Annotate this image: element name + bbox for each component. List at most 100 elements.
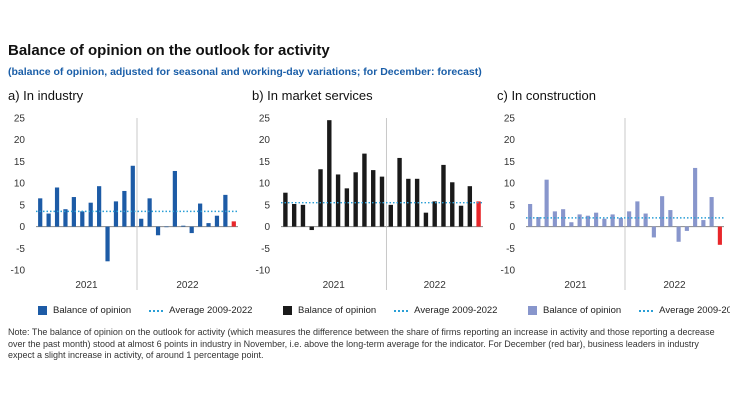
bar [344, 188, 350, 227]
y-tick-label: 20 [504, 135, 516, 146]
bar [139, 218, 144, 227]
bar [327, 120, 332, 227]
bar [63, 209, 68, 227]
bar [585, 215, 590, 227]
bar [450, 182, 455, 227]
x-year-label: 2022 [424, 280, 447, 291]
bar [80, 211, 85, 227]
bar [371, 170, 376, 227]
bar [635, 201, 640, 227]
bar [432, 201, 437, 227]
chart-title: Balance of opinion on the outlook for ac… [8, 42, 330, 59]
legend-market-services: Balance of opinion Average 2009-2022 [283, 305, 497, 316]
bar [594, 212, 599, 227]
x-year-label: 2022 [176, 280, 199, 291]
legend-avg-label: Average 2009-2022 [414, 305, 498, 316]
bar [388, 204, 393, 227]
bar [552, 211, 557, 227]
bar [88, 202, 93, 227]
bar [397, 157, 402, 227]
bar [610, 214, 615, 227]
legend-swatch-average [394, 309, 409, 312]
x-year-label: 2021 [564, 280, 587, 291]
legend-swatch-bar [38, 306, 47, 315]
legend-bar-label: Balance of opinion [543, 305, 622, 316]
forecast-bar [717, 226, 722, 245]
legend-swatch-average [149, 309, 164, 312]
panel-title-construction: c) In construction [497, 88, 596, 103]
y-tick-label: 10 [504, 179, 516, 190]
bar [335, 174, 341, 227]
bar [105, 226, 110, 262]
bar [113, 201, 119, 227]
y-tick-label: 25 [14, 114, 26, 125]
bar [467, 186, 473, 227]
bar [651, 226, 656, 238]
y-tick-label: -5 [506, 244, 515, 255]
y-tick-label: 25 [259, 114, 271, 125]
y-tick-label: 0 [264, 222, 270, 233]
y-tick-label: 0 [509, 222, 515, 233]
bar [684, 226, 689, 231]
legend-swatch-bar [528, 306, 537, 315]
bar [309, 226, 314, 231]
bar [38, 198, 43, 227]
bar [130, 165, 135, 227]
bar [441, 164, 446, 227]
bar [214, 215, 220, 227]
bar [693, 167, 698, 227]
bar [147, 198, 152, 227]
forecast-bar [476, 201, 481, 227]
bar [362, 153, 367, 227]
bar [283, 192, 288, 227]
x-year-label: 2021 [323, 280, 346, 291]
bar [643, 213, 648, 227]
legend-swatch-bar [283, 306, 292, 315]
y-tick-label: 0 [19, 222, 25, 233]
bar [618, 217, 623, 227]
y-tick-label: 5 [19, 200, 25, 211]
bar [198, 203, 203, 227]
y-tick-label: 15 [259, 157, 271, 168]
bar [536, 217, 541, 227]
legend-industry: Balance of opinion Average 2009-2022 [38, 305, 252, 316]
bar [71, 197, 76, 227]
y-tick-label: -10 [11, 266, 26, 277]
charts-area: 25 20 15 10 5 0 -5 -10 2021 2022 25 20 15 10 5 0 -5 -10 20… [11, 114, 724, 291]
y-tick-label: -10 [256, 266, 271, 277]
y-tick-label: -5 [16, 244, 25, 255]
bar [577, 214, 582, 227]
chart-note: Note: The balance of opinion on the outl… [8, 327, 715, 360]
bar [660, 196, 665, 227]
bar [181, 225, 186, 227]
bar [701, 220, 706, 227]
x-year-label: 2022 [663, 280, 686, 291]
bar [318, 169, 323, 227]
panel-title-industry: a) In industry [8, 88, 84, 103]
bar [206, 223, 211, 227]
y-tick-label: 20 [259, 135, 271, 146]
y-tick-label: 5 [509, 200, 515, 211]
legend-avg-label: Average 2009-2022 [659, 305, 730, 316]
y-tick-label: 10 [14, 179, 26, 190]
bar [353, 172, 358, 227]
bar [569, 222, 574, 227]
bar [544, 179, 549, 227]
y-tick-label: 5 [264, 200, 270, 211]
bar [627, 211, 632, 227]
bar [46, 213, 51, 227]
bar [528, 203, 533, 227]
legend-avg-label: Average 2009-2022 [169, 305, 253, 316]
y-tick-label: 15 [504, 157, 516, 168]
y-tick-label: -10 [501, 266, 516, 277]
bar [423, 212, 429, 227]
bar [709, 197, 714, 227]
legend-bar-label: Balance of opinion [298, 305, 377, 316]
y-tick-label: 15 [14, 157, 26, 168]
bar [561, 209, 566, 227]
legend-swatch-average [639, 309, 654, 312]
bar [164, 226, 169, 228]
bar [414, 178, 420, 227]
legend-bar-label: Balance of opinion [53, 305, 132, 316]
bar [122, 190, 127, 227]
